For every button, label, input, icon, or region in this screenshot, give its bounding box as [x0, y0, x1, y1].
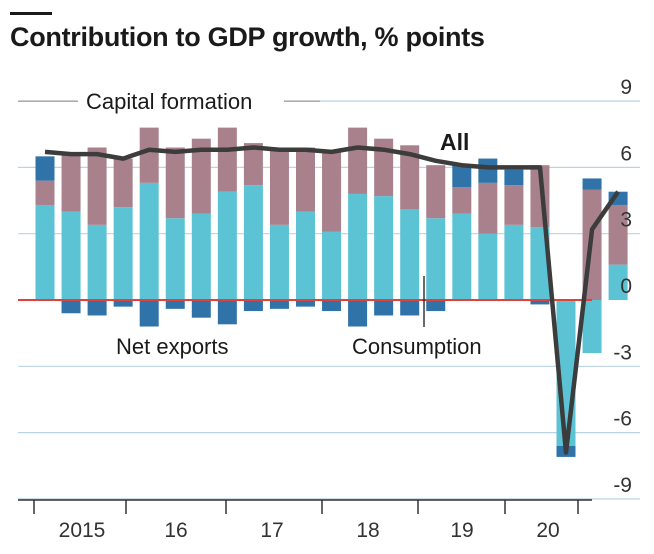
- annotations: Capital formation All Net exports Consumpti…: [18, 88, 482, 359]
- bar-segment: [374, 300, 394, 316]
- x-axis: [18, 499, 592, 514]
- bar-segment: [504, 224, 524, 300]
- x-tick-label: 16: [164, 519, 187, 542]
- bar-segment: [217, 127, 237, 192]
- bar-segment: [608, 264, 628, 300]
- all-line: [44, 145, 620, 455]
- bar-segment: [61, 300, 81, 314]
- bar-segment: [504, 185, 524, 225]
- bar-segment: [35, 180, 55, 205]
- bar-segment: [113, 158, 133, 208]
- bar-segment: [269, 147, 289, 225]
- bar-segment: [191, 138, 211, 214]
- bar-segment: [426, 300, 446, 312]
- bar-segment: [243, 300, 263, 312]
- bar-segment: [269, 224, 289, 300]
- bar-segment: [139, 300, 159, 327]
- all-line-label: All: [440, 129, 469, 155]
- bar-segment: [478, 233, 498, 300]
- bar-segment: [139, 182, 159, 300]
- bar-segment: [374, 138, 394, 197]
- bar-segment: [348, 193, 368, 300]
- y-tick-label: 3: [620, 209, 632, 232]
- bar-segment: [530, 300, 550, 305]
- bar-segment: [426, 218, 446, 300]
- bar-segment: [165, 300, 185, 309]
- bar-segment: [400, 209, 420, 300]
- chart-title: Contribution to GDP growth, % points: [10, 22, 485, 52]
- x-tick-label: 2015: [59, 519, 106, 542]
- bar-segment: [452, 213, 472, 300]
- net-exports-label: Net exports: [116, 334, 229, 359]
- bar-segment: [87, 147, 107, 225]
- bar-segment: [400, 145, 420, 210]
- bar-segment: [243, 143, 263, 186]
- bar-segment: [348, 127, 368, 194]
- bar-segment: [452, 165, 472, 188]
- y-tick-label: 6: [620, 142, 632, 165]
- bar-segment: [374, 196, 394, 300]
- bar-segment: [608, 204, 628, 265]
- bar-segment: [348, 300, 368, 327]
- bar-segment: [61, 154, 81, 212]
- bars: [35, 127, 628, 457]
- bar-segment: [165, 218, 185, 300]
- all-line-group: [44, 145, 620, 455]
- y-tick-label: -3: [613, 341, 632, 364]
- y-tick-label: 0: [620, 275, 632, 298]
- y-tick-label: -6: [613, 408, 632, 431]
- consumption-label: Consumption: [352, 334, 482, 359]
- x-tick-label: 18: [356, 519, 379, 542]
- bar-segment: [217, 191, 237, 300]
- bar-segment: [35, 156, 55, 181]
- bar-segment: [322, 231, 342, 300]
- title-rule: [10, 12, 52, 15]
- bar-segment: [191, 300, 211, 318]
- capital-formation-label: Capital formation: [86, 89, 252, 114]
- y-tick-label: -9: [613, 474, 632, 497]
- bar-segment: [113, 207, 133, 300]
- bar-segment: [87, 224, 107, 300]
- bar-segment: [296, 147, 315, 212]
- bar-segment: [582, 300, 602, 354]
- bar-segment: [322, 300, 342, 312]
- bar-segment: [400, 300, 420, 316]
- bar-segment: [35, 204, 55, 300]
- bar-segment: [165, 147, 185, 219]
- bar-segment: [139, 127, 159, 183]
- x-tick-label: 19: [450, 519, 473, 542]
- bar-segment: [322, 151, 342, 232]
- bar-segment: [478, 182, 498, 234]
- bar-segment: [530, 227, 550, 300]
- x-tick-label: 17: [260, 519, 283, 542]
- bar-segment: [582, 178, 602, 190]
- bar-segment: [113, 300, 133, 307]
- y-tick-label: 9: [620, 76, 632, 99]
- bar-segment: [452, 187, 472, 214]
- bar-segment: [478, 158, 498, 183]
- tick-labels: 9 6 3 0 -3 -6 -9 2015 16 17 18 19 20: [59, 76, 632, 542]
- bar-segment: [504, 169, 524, 186]
- bar-segment: [269, 300, 289, 309]
- bar-segment: [296, 300, 315, 307]
- bar-segment: [191, 213, 211, 300]
- capital-formation-label-bg: [78, 88, 284, 114]
- bar-segment: [243, 185, 263, 300]
- x-tick-label: 20: [536, 519, 559, 542]
- bar-segment: [61, 211, 81, 300]
- bar-segment: [426, 165, 446, 219]
- bar-segment: [296, 211, 315, 300]
- bar-segment: [87, 300, 107, 316]
- bar-segment: [217, 300, 237, 325]
